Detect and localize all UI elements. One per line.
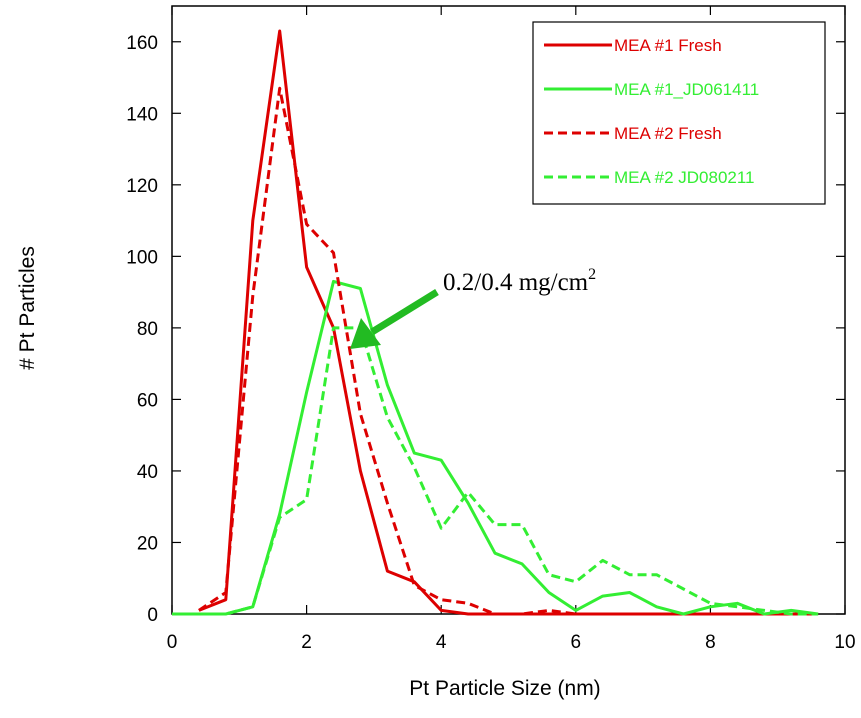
- legend-label-2: MEA #1_JD061411: [614, 80, 759, 99]
- annotation-text: 0.2/0.4 mg/cm: [443, 269, 589, 296]
- x-tick-label: 4: [436, 632, 447, 653]
- legend-label-1: MEA #1 Fresh: [614, 36, 722, 55]
- y-tick-label: 60: [137, 390, 158, 411]
- y-tick-label: 40: [137, 462, 158, 483]
- annotation-superscript: 2: [588, 266, 596, 283]
- x-tick-label: 0: [167, 632, 178, 653]
- y-tick-label: 0: [147, 605, 158, 626]
- legend-box: [532, 21, 826, 205]
- annotation-label: 0.2/0.4 mg/cm2: [443, 266, 596, 296]
- series-line-1: [198, 29, 819, 616]
- y-tick-label: 100: [126, 247, 158, 268]
- y-tick-label: 80: [137, 319, 158, 340]
- series-line-3: [198, 86, 576, 616]
- legend: MEA #1 Fresh MEA #1_JD061411 MEA #2 Fresh M…: [532, 21, 826, 205]
- x-tick-label: 2: [301, 632, 312, 653]
- y-tick-label: 20: [137, 533, 158, 554]
- series-lines: [172, 29, 819, 616]
- annotation-arrow-shaft: [370, 289, 439, 335]
- x-tick-label: 10: [834, 632, 855, 653]
- y-tick-label: 160: [126, 33, 158, 54]
- x-axis-label: Pt Particle Size (nm): [409, 677, 600, 700]
- legend-label-3: MEA #2 Fresh: [614, 124, 722, 143]
- legend-label-4: MEA #2 JD080211: [614, 168, 755, 187]
- y-axis-label: # Pt Particles: [16, 246, 39, 370]
- loading-annotation: 0.2/0.4 mg/cm2: [350, 266, 596, 349]
- series-line-2: [172, 279, 819, 616]
- y-tick-label: 140: [126, 104, 158, 125]
- series-line-4: [172, 326, 819, 616]
- x-tick-label: 8: [705, 632, 716, 653]
- x-tick-label: 6: [571, 632, 582, 653]
- y-tick-label: 120: [126, 176, 158, 197]
- annotation-arrow-head: [350, 318, 381, 349]
